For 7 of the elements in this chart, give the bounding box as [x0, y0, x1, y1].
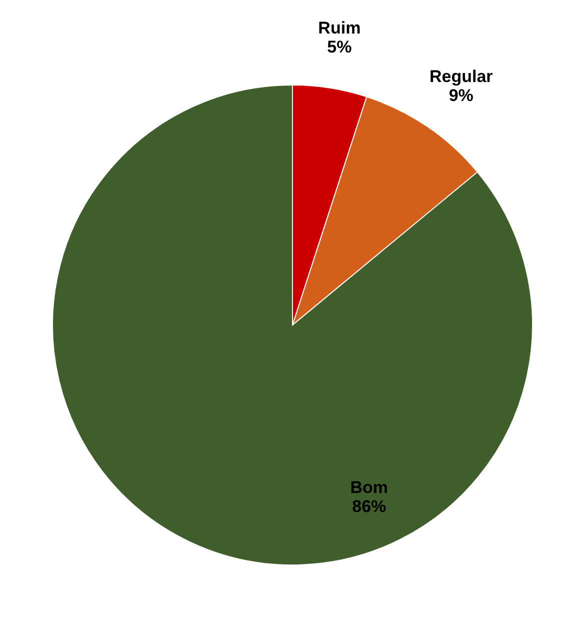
- data-label: 86%: [352, 496, 386, 516]
- slice-label: Ruim: [318, 18, 361, 38]
- pie-slice: [52, 84, 533, 566]
- slice-label: Regular: [429, 66, 494, 86]
- data-label: 5%: [327, 38, 352, 57]
- data-label: 9%: [448, 86, 474, 105]
- slice-label: Bom: [350, 478, 388, 497]
